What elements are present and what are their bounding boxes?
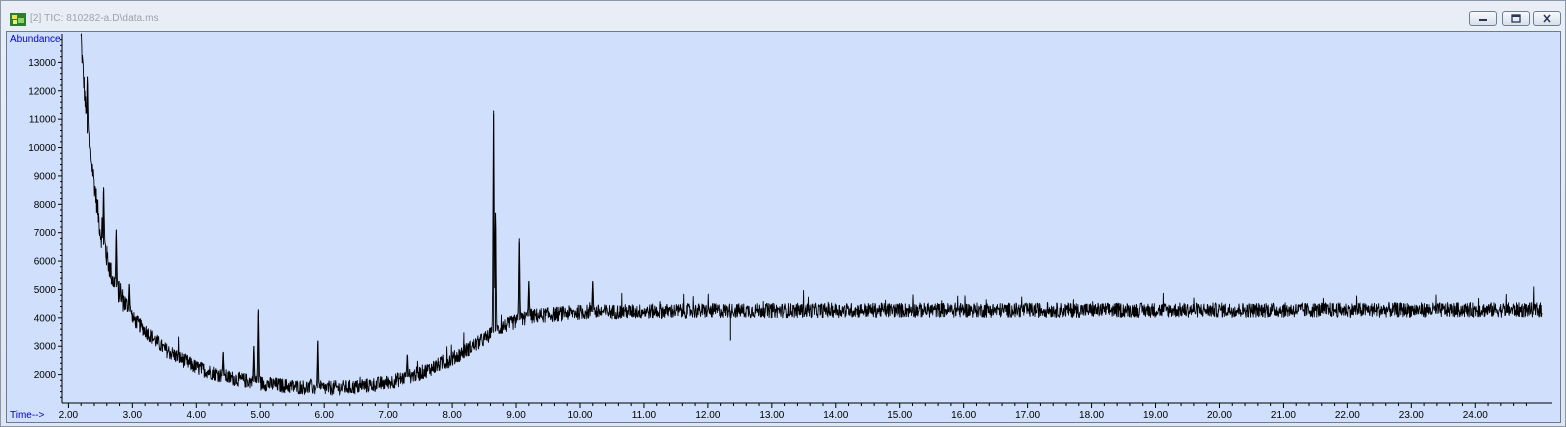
x-tick-label: 12.00 bbox=[695, 410, 720, 421]
x-axis-label: Time--> bbox=[10, 410, 45, 421]
x-tick-label: 22.00 bbox=[1335, 410, 1360, 421]
x-tick-label: 24.00 bbox=[1463, 410, 1488, 421]
x-tick-label: 9.00 bbox=[506, 410, 526, 421]
window-title: [2] TIC: 810282-a.D\data.ms bbox=[30, 13, 159, 24]
x-tick-label: 16.00 bbox=[951, 410, 976, 421]
minimize-icon bbox=[1479, 19, 1487, 21]
x-tick-label: 11.00 bbox=[632, 410, 657, 421]
close-button[interactable] bbox=[1533, 11, 1561, 26]
x-tick-label: 8.00 bbox=[442, 410, 462, 421]
window-titlebar[interactable]: [2] TIC: 810282-a.D\data.ms bbox=[1, 1, 1565, 31]
y-tick-label: 11000 bbox=[29, 115, 57, 126]
restore-icon bbox=[1511, 14, 1521, 23]
x-tick-label: 15.00 bbox=[887, 410, 912, 421]
y-tick-label: 4000 bbox=[34, 313, 57, 324]
y-tick-label: 13000 bbox=[28, 58, 56, 69]
x-tick-label: 20.00 bbox=[1207, 410, 1232, 421]
y-tick-label: 3000 bbox=[34, 342, 57, 353]
y-tick-label: 9000 bbox=[34, 171, 57, 182]
y-tick-label: 12000 bbox=[28, 86, 56, 97]
x-tick-label: 23.00 bbox=[1399, 410, 1424, 421]
y-tick-label: 8000 bbox=[34, 200, 57, 211]
x-tick-label: 7.00 bbox=[378, 410, 398, 421]
minimize-button[interactable] bbox=[1469, 11, 1497, 26]
chromatogram-app-icon bbox=[10, 13, 26, 26]
x-tick-label: 21.00 bbox=[1271, 410, 1296, 421]
x-tick-label: 5.00 bbox=[251, 410, 271, 421]
y-tick-label: 7000 bbox=[34, 228, 57, 239]
x-tick-label: 2.00 bbox=[59, 410, 79, 421]
tic-chromatogram-chart: 2000 3000 4000 5000 6000 7000 8000 9000 10000 110… bbox=[10, 33, 1552, 421]
x-tick-label: 4.00 bbox=[187, 410, 207, 421]
y-tick-label: 2000 bbox=[34, 370, 57, 381]
x-tick-label: 13.00 bbox=[759, 410, 784, 421]
x-tick-label: 19.00 bbox=[1143, 410, 1168, 421]
chart-area: 2000 3000 4000 5000 6000 7000 8000 9000 10000 110… bbox=[6, 31, 1561, 423]
x-tick-label: 14.00 bbox=[823, 410, 848, 421]
y-axis-label: Abundance bbox=[10, 34, 61, 45]
x-tick-label: 3.00 bbox=[123, 410, 143, 421]
x-tick-label: 6.00 bbox=[314, 410, 334, 421]
restore-button[interactable] bbox=[1502, 11, 1530, 26]
close-icon bbox=[1543, 14, 1551, 23]
y-tick-label: 5000 bbox=[34, 285, 57, 296]
x-tick-label: 10.00 bbox=[567, 410, 592, 421]
x-tick-label: 17.00 bbox=[1015, 410, 1040, 421]
tic-series-line bbox=[80, 33, 1543, 396]
y-tick-label: 10000 bbox=[28, 143, 56, 154]
y-tick-label: 6000 bbox=[34, 257, 57, 268]
x-tick-label: 18.00 bbox=[1079, 410, 1104, 421]
